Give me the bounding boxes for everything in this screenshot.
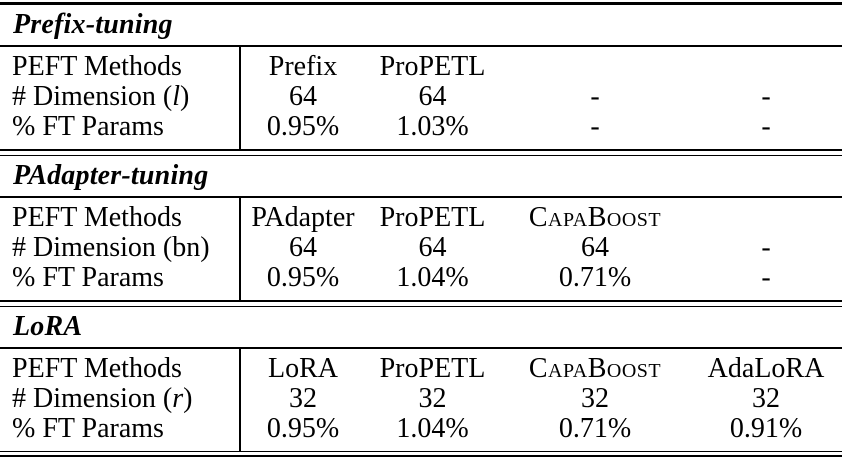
section-title: Prefix-tuning — [13, 9, 173, 40]
row-label-text: # Dimension ( — [12, 384, 173, 414]
separator-gap — [0, 302, 842, 306]
bottom-thin-rule — [0, 451, 842, 452]
cell-params: 1.04% — [396, 263, 469, 293]
cell-method: Prefix — [268, 51, 338, 82]
cell-dimension: 64 — [289, 82, 317, 112]
row-label-text: ) — [183, 384, 193, 414]
cell-method: ProPETL — [379, 202, 486, 233]
section-separator — [0, 300, 842, 307]
section-divider-rule — [0, 347, 842, 349]
cell-params: 0.95% — [266, 414, 340, 444]
section-header-lora: LoRA — [0, 307, 842, 347]
table-row: PEFT Methods Prefix ProPETL — [0, 47, 842, 82]
separator-thick-rule — [0, 149, 842, 151]
cell-params: - — [761, 263, 771, 293]
cell-params: 0.91% — [729, 414, 803, 444]
section-header-padapter-tuning: PAdapter-tuning — [0, 156, 842, 196]
row-label: # Dimension (l) — [0, 82, 241, 112]
section-divider-rule — [0, 45, 842, 47]
row-label-text: # Dimension ( — [12, 233, 173, 263]
cell-dimension: - — [761, 82, 771, 112]
section-header-prefix-tuning: Prefix-tuning — [0, 5, 842, 45]
row-label: PEFT Methods — [0, 198, 241, 233]
cell-dimension: 64 — [418, 233, 447, 263]
cell-method-capaboost: CapaBoost — [528, 202, 662, 233]
cell-method-capaboost: CapaBoost — [528, 353, 662, 384]
row-label: # Dimension (bn) — [0, 233, 241, 263]
table-row: PEFT Methods PAdapter ProPETL CapaBoost — [0, 198, 842, 233]
cell-dimension: 32 — [752, 384, 780, 414]
row-label-text: # Dimension ( — [12, 82, 173, 112]
row-label: # Dimension (r) — [0, 384, 241, 414]
prefix-tuning-table: PEFT Methods Prefix ProPETL # Dimension … — [0, 47, 842, 149]
cell-dimension: 64 — [581, 233, 609, 263]
cell-method — [500, 47, 690, 82]
cell-method: ProPETL — [379, 51, 486, 82]
bottom-gap — [0, 452, 842, 455]
table-row: # Dimension (bn) 64 64 64 - — [0, 233, 842, 263]
dimension-variable: bn — [172, 233, 201, 263]
cell-dimension: 64 — [289, 233, 317, 263]
table-row: % FT Params 0.95% 1.03% - - — [0, 112, 842, 149]
cell-method — [690, 198, 842, 233]
cell-params: - — [761, 112, 771, 142]
cell-method: ProPETL — [379, 353, 486, 384]
bottom-thick-rule — [0, 455, 842, 457]
table-bottom-rule — [0, 451, 842, 457]
table-top-rule — [0, 2, 842, 5]
table-row: # Dimension (r) 32 32 32 32 — [0, 384, 842, 414]
table-row: PEFT Methods LoRA ProPETL CapaBoost AdaL… — [0, 349, 842, 384]
row-label-text: ) — [180, 82, 190, 112]
section-title: LoRA — [13, 311, 83, 342]
cell-params: 1.03% — [396, 112, 469, 142]
padapter-tuning-table: PEFT Methods PAdapter ProPETL CapaBoost … — [0, 198, 842, 300]
row-label: % FT Params — [0, 414, 241, 451]
cell-method — [690, 47, 842, 82]
table-row: % FT Params 0.95% 1.04% 0.71% 0.91% — [0, 414, 842, 451]
lora-table: PEFT Methods LoRA ProPETL CapaBoost AdaL… — [0, 349, 842, 451]
cell-params-best: 0.71% — [558, 414, 632, 444]
cell-params: - — [590, 112, 600, 142]
separator-thin-rule — [0, 155, 842, 156]
dimension-variable: r — [172, 384, 184, 414]
cell-params: 1.04% — [396, 414, 469, 444]
cell-dimension: - — [761, 233, 771, 263]
row-label: PEFT Methods — [0, 47, 241, 82]
cell-dimension: 32 — [581, 384, 609, 414]
row-label: % FT Params — [0, 263, 241, 300]
table-row: % FT Params 0.95% 1.04% 0.71% - — [0, 263, 842, 300]
cell-method: LoRA — [268, 353, 338, 384]
table-row: # Dimension (l) 64 64 - - — [0, 82, 842, 112]
cell-dimension: - — [590, 82, 600, 112]
section-title: PAdapter-tuning — [13, 160, 209, 191]
cell-dimension: 32 — [418, 384, 447, 414]
separator-gap — [0, 151, 842, 155]
separator-thin-rule — [0, 306, 842, 307]
cell-method: AdaLoRA — [707, 353, 825, 384]
cell-dimension: 64 — [418, 82, 447, 112]
cell-method: PAdapter — [251, 202, 355, 233]
section-separator — [0, 149, 842, 156]
separator-thick-rule — [0, 300, 842, 302]
cell-params: 0.95% — [266, 263, 340, 293]
dimension-variable: l — [172, 82, 180, 112]
cell-dimension: 32 — [289, 384, 317, 414]
cell-params: 0.95% — [266, 112, 340, 142]
row-label: PEFT Methods — [0, 349, 241, 384]
section-divider-rule — [0, 196, 842, 198]
row-label-text: ) — [200, 233, 210, 263]
row-label: % FT Params — [0, 112, 241, 149]
cell-params-best: 0.71% — [558, 263, 632, 293]
